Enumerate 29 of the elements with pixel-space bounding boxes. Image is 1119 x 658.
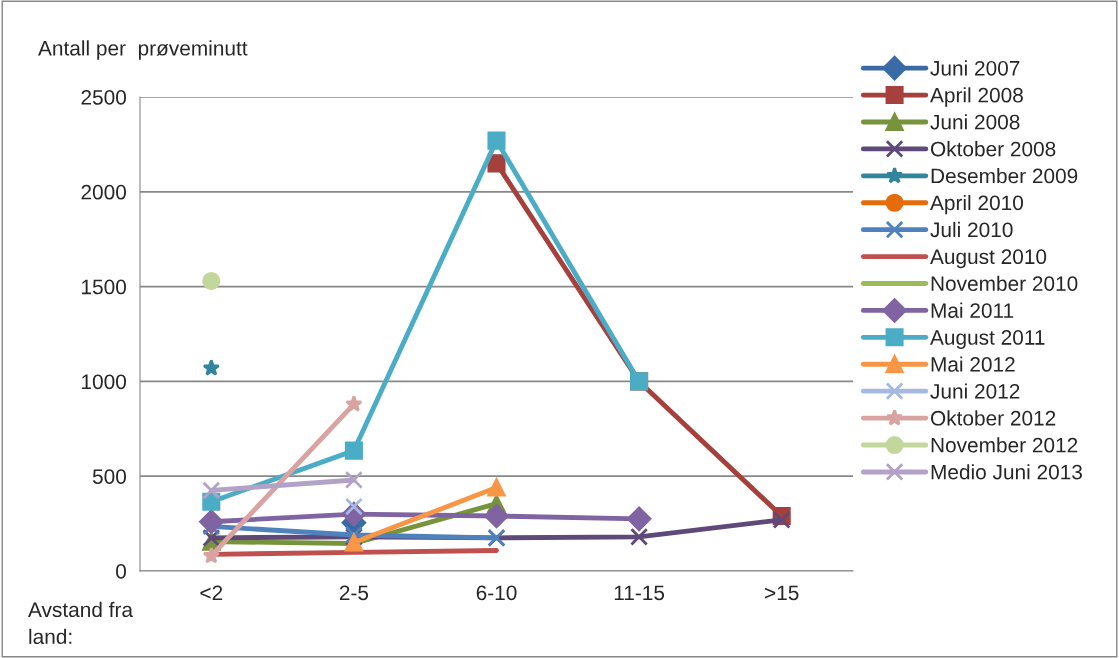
legend-label: Juli 2010 [930,221,1013,238]
legend-label: November 2012 [931,437,1078,453]
legend-label: Oktober 2008 [930,141,1056,157]
y-axis-title: Antall per prøveminutt [38,40,248,60]
y-tick-label: 0 [116,564,126,579]
legend-label: Juni 2008 [930,114,1020,130]
legend-label: April 2010 [930,194,1023,215]
x-tick-label: >15 [765,585,799,601]
legend-label: Desember 2009 [931,168,1078,184]
legend-label: August 2010 [930,249,1047,269]
y-tick-label: 2000 [81,184,126,200]
legend-label: April 2008 [930,87,1023,107]
y-tick-label: 1000 [82,374,126,390]
legend-label: Oktober 2012 [930,410,1056,426]
y-tick-label: 1500 [82,279,126,295]
x-tick-label: <2 [200,585,223,600]
x-tick-label: 6-10 [476,585,517,601]
x-axis-title: Avstand fra land: [28,601,134,645]
legend-label: August 2011 [930,330,1045,349]
x-tick-label: 2-5 [339,585,369,601]
y-tick-label: 500 [92,469,126,484]
legend-label: Mai 2011 [931,302,1014,318]
x-tick-label: 11-15 [614,585,665,601]
legend-label: November 2010 [931,275,1078,291]
legend-label: Juni 2012 [930,383,1020,399]
y-tick-label: 2500 [81,90,126,105]
legend-label: Juni 2007 [930,60,1020,76]
legend-label: Mai 2012 [931,356,1015,372]
legend-label: Medio Juni 2013 [931,464,1082,480]
